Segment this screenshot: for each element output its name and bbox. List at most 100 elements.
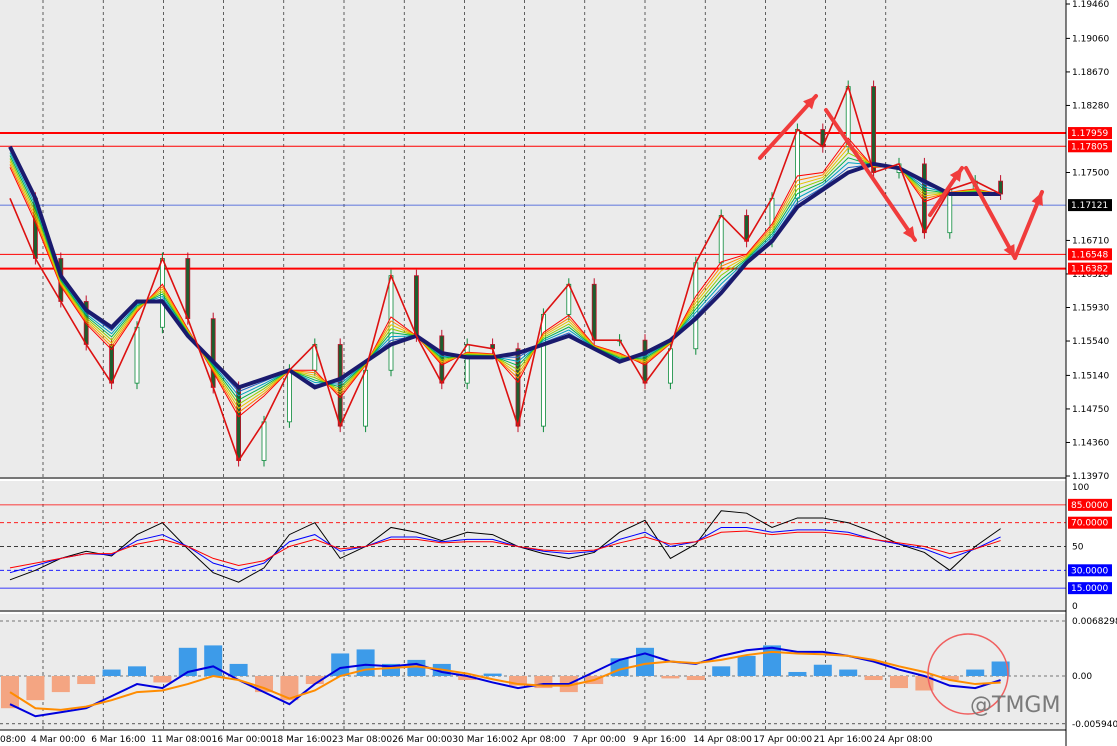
y-tick-label: 1.15140 xyxy=(1072,371,1109,381)
level-tag xyxy=(1068,199,1112,212)
rsi-level-tag xyxy=(1068,516,1112,529)
macd-histogram-bar xyxy=(991,661,1010,676)
rsi-line xyxy=(9,526,1001,574)
x-tick-label: 4 Mar 00:00 xyxy=(31,735,86,745)
level-tag-label: 1.16548 xyxy=(1071,250,1108,260)
y-tick-label: 1.17500 xyxy=(1072,169,1109,179)
candle-body xyxy=(286,369,292,423)
macd-histogram-bar xyxy=(686,676,705,681)
rsi-line xyxy=(9,530,1001,569)
ribbon-line xyxy=(9,147,1001,410)
macd-histogram-bar xyxy=(178,647,197,676)
chart-background xyxy=(0,0,1066,730)
rsi-level-label: 30.0000 xyxy=(1071,566,1108,576)
price-panel xyxy=(0,80,1066,467)
x-tick-label: 18 Mar 16:00 xyxy=(272,735,332,745)
time-axis: 08:00 4 Mar 00:00 6 Mar 16:00 11 Mar 08:00 1… xyxy=(0,729,1066,745)
x-tick-label: 7 Apr 00:00 xyxy=(573,735,626,745)
macd-histogram-bar xyxy=(940,676,959,681)
rsi-level-tag xyxy=(1068,582,1112,595)
rsi-level-tag xyxy=(1068,564,1112,577)
rsi-line xyxy=(9,510,1001,583)
ribbon-line xyxy=(9,152,1001,405)
x-tick-label: 17 Apr 00:00 xyxy=(753,735,812,745)
macd-tick-label: -0.0059409 xyxy=(1072,720,1117,730)
y-tick-label: 1.14750 xyxy=(1072,405,1109,415)
macd-histogram-bar xyxy=(737,655,756,676)
macd-histogram-bar xyxy=(280,676,299,701)
watermark: @TMGM xyxy=(970,693,1060,718)
macd-histogram-bar xyxy=(890,676,908,689)
macd-histogram-bar xyxy=(712,666,731,676)
x-tick-label: 30 Mar 16:00 xyxy=(452,735,512,745)
macd-histogram-bar xyxy=(509,676,527,686)
y-tick-label: 1.15930 xyxy=(1072,303,1109,313)
level-tag-label: 1.16382 xyxy=(1071,265,1108,275)
zigzag-line xyxy=(9,84,1001,463)
candle-body xyxy=(591,283,597,341)
level-tag xyxy=(1068,140,1112,153)
y-tick-label: 1.14360 xyxy=(1072,438,1109,448)
projection-arrow-shaft xyxy=(964,166,1017,260)
ribbon-line xyxy=(9,137,1001,418)
rsi-level-label: 70.0000 xyxy=(1071,519,1108,529)
macd-histogram-bar xyxy=(763,645,781,676)
rsi-tick-label: 0 xyxy=(1072,602,1078,612)
macd-histogram-bar xyxy=(813,664,832,676)
signal-line xyxy=(9,650,1001,711)
macd-line xyxy=(9,646,1001,718)
level-tag xyxy=(1068,127,1112,140)
candle-body xyxy=(464,344,470,384)
y-tick-label: 1.16710 xyxy=(1072,236,1109,246)
projection-arrow-shaft xyxy=(824,108,917,242)
candle-body xyxy=(413,275,419,337)
projection-arrow-head xyxy=(1003,244,1015,258)
macd-histogram-bar xyxy=(636,647,654,676)
macd-histogram-bar xyxy=(788,671,807,676)
macd-tick-label: 0.0068298 xyxy=(1072,617,1117,627)
panel-separator xyxy=(0,479,1066,481)
x-tick-label: 21 Apr 16:00 xyxy=(814,735,873,745)
y-tick-label: 1.19060 xyxy=(1072,34,1109,44)
y-tick-label: 1.18280 xyxy=(1072,101,1109,111)
x-tick-label: 24 Apr 08:00 xyxy=(874,735,933,745)
macd-histogram-bar xyxy=(661,676,680,679)
macd-histogram-bar xyxy=(255,676,273,693)
candle-body xyxy=(261,421,267,461)
macd-tick-label: 0.00 xyxy=(1072,672,1092,682)
macd-histogram-bar xyxy=(966,669,985,676)
y-tick-label: 1.19460 xyxy=(1072,0,1109,10)
level-tag-label: 1.17121 xyxy=(1071,201,1108,211)
y-tick-label: 1.16320 xyxy=(1072,270,1109,280)
y-tick-label: 1.15540 xyxy=(1072,337,1109,347)
candle-body xyxy=(668,348,673,384)
macd-histogram-bar xyxy=(864,676,883,681)
rsi-level-tag xyxy=(1068,498,1112,511)
macd-histogram-bar xyxy=(839,669,858,676)
macd-histogram-bar xyxy=(204,645,223,676)
level-tag xyxy=(1068,262,1112,275)
y-tick-label: 1.13970 xyxy=(1072,472,1109,482)
x-tick-label: 2 Apr 08:00 xyxy=(513,735,566,745)
macd-histogram-bar xyxy=(305,676,324,685)
level-tag-label: 1.17959 xyxy=(1071,129,1108,139)
macd-histogram-bar xyxy=(458,676,477,681)
x-tick-label: 11 Mar 08:00 xyxy=(151,735,211,745)
time-grid xyxy=(0,0,1066,730)
main-moving-average xyxy=(8,145,1001,390)
highlight-circle xyxy=(927,633,1009,715)
x-tick-label: 14 Apr 08:00 xyxy=(693,735,752,745)
macd-histogram-bar xyxy=(483,673,502,676)
level-tag xyxy=(1068,248,1112,261)
macd-histogram-bar xyxy=(229,663,248,676)
annotation-overlay xyxy=(758,94,1044,715)
projection-arrow-head xyxy=(803,96,816,110)
ribbon-line xyxy=(9,155,1001,401)
macd-histogram-bar xyxy=(77,676,96,685)
candle-body xyxy=(134,326,140,384)
x-tick-label: 16 Mar 00:00 xyxy=(212,735,272,745)
rsi-tick-label: 50 xyxy=(1072,543,1084,553)
x-tick-label: 23 Mar 08:00 xyxy=(332,735,392,745)
macd-histogram-bar xyxy=(51,676,70,693)
